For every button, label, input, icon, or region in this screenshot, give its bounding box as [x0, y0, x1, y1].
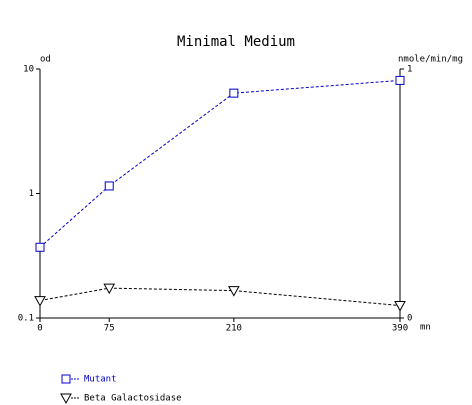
y-axis-title: od	[40, 55, 51, 65]
chart-title: Minimal Medium	[177, 34, 295, 50]
x-tick-label: 75	[104, 324, 115, 334]
x-tick-label: 0	[37, 324, 42, 334]
marker	[229, 88, 239, 98]
marker	[103, 283, 116, 295]
marker	[35, 242, 45, 252]
x-axis-title: mn	[420, 323, 431, 333]
series-line	[39, 79, 401, 248]
legend-marker	[61, 374, 71, 384]
y-tick-label: 1	[29, 189, 34, 199]
x-tick-label: 390	[392, 324, 408, 334]
y2-axis-title: nmole/min/mg	[398, 55, 463, 65]
x-tick-label: 210	[226, 324, 242, 334]
legend-label: Beta Galactosidase	[84, 394, 182, 404]
y-tick-label: 10	[23, 65, 34, 75]
series-line	[39, 287, 401, 307]
y2-tick-label: 1	[407, 65, 412, 75]
marker	[395, 75, 405, 85]
marker	[394, 301, 406, 312]
legend-label: Mutant	[84, 375, 117, 385]
y2-tick-label: 0	[407, 314, 412, 324]
marker	[34, 296, 46, 307]
marker	[104, 181, 114, 191]
y-tick-label: 0.1	[18, 314, 34, 324]
marker	[227, 286, 240, 297]
legend-marker	[60, 393, 72, 405]
